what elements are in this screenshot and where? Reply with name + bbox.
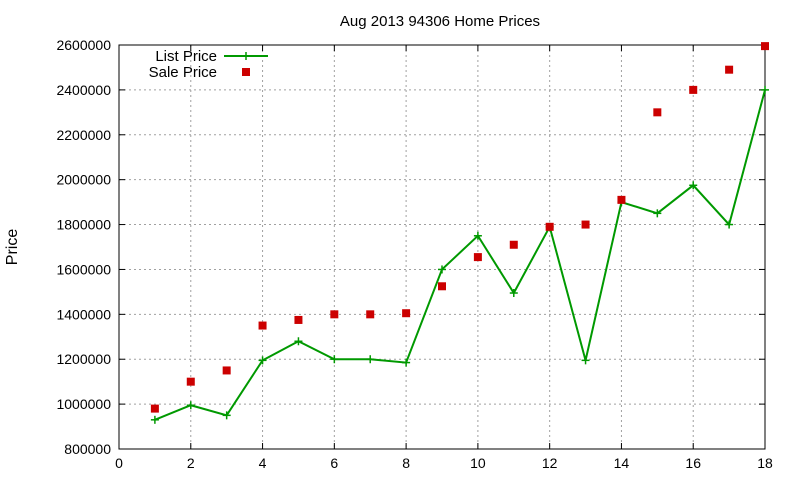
sale-price-point [222, 366, 231, 375]
x-tick-label: 12 [542, 455, 558, 471]
legend-marker-list-price [242, 52, 250, 60]
x-tick-label: 2 [187, 455, 195, 471]
grid-lines [119, 45, 765, 449]
sale-price-point [294, 315, 303, 324]
list-price-point [761, 85, 769, 94]
y-tick-label: 1800000 [56, 217, 111, 233]
x-tick-label: 10 [470, 455, 486, 471]
y-tick-label: 1400000 [56, 306, 111, 322]
sale-price-point [761, 42, 769, 51]
sale-price-point [150, 404, 159, 413]
list-price-point [258, 356, 267, 365]
sale-price-point [725, 65, 734, 74]
sale-price-point [366, 310, 375, 319]
x-tick-label: 14 [614, 455, 630, 471]
list-price-point [473, 231, 482, 240]
sale-price-point [402, 309, 411, 318]
list-price-point [222, 411, 231, 420]
y-tick-label: 2000000 [56, 172, 111, 188]
list-price-point [725, 220, 734, 229]
list-price-point [186, 401, 195, 410]
sale-price-point [545, 222, 554, 231]
y-tick-label: 1200000 [56, 351, 111, 367]
chart-title: Aug 2013 94306 Home Prices [340, 13, 540, 30]
y-tick-label: 1000000 [56, 396, 111, 412]
legend-label-list-price: List Price [155, 48, 217, 65]
y-axis-title: Price [4, 229, 21, 266]
axis-ticks: 0 2 4 6 8 10 12 14 16 18 800000 1000000 1200000 14000… [56, 37, 773, 471]
y-tick-label: 2400000 [56, 82, 111, 98]
y-tick-label: 2200000 [56, 127, 111, 143]
list-price-point [438, 265, 446, 274]
list-price-point [402, 358, 411, 367]
list-price-point [330, 355, 339, 364]
sale-price-point [689, 85, 698, 94]
list-price-point [653, 209, 662, 218]
x-tick-label: 8 [402, 455, 410, 471]
sale-price-point [258, 321, 267, 330]
x-tick-label: 6 [330, 455, 338, 471]
sale-price-point [186, 377, 195, 386]
list-price-point [509, 289, 518, 298]
x-tick-label: 16 [685, 455, 701, 471]
list-price-point [366, 355, 375, 364]
sale-price-point [653, 108, 662, 117]
y-tick-label: 2600000 [56, 37, 111, 53]
sale-price-point [509, 240, 518, 249]
sale-price-point [438, 282, 446, 291]
x-tick-label: 18 [757, 455, 773, 471]
legend-label-sale-price: Sale Price [149, 64, 217, 81]
list-price-point [294, 337, 303, 346]
x-tick-label: 0 [115, 455, 123, 471]
plot-frame [118, 44, 766, 450]
list-price-point [150, 415, 159, 424]
legend: List Price Sale Price [149, 48, 268, 81]
sale-price-point [330, 310, 339, 319]
sale-price-point [617, 195, 626, 204]
sale-price-point [581, 220, 590, 229]
y-tick-label: 1600000 [56, 261, 111, 277]
list-price-point [581, 356, 590, 365]
x-tick-label: 4 [259, 455, 267, 471]
y-tick-label: 800000 [64, 441, 111, 457]
list-price-point [689, 181, 698, 190]
list-price-line [154, 89, 766, 421]
series-marks [150, 42, 769, 424]
legend-marker-sale-price [242, 68, 250, 76]
sale-price-point [473, 253, 482, 262]
